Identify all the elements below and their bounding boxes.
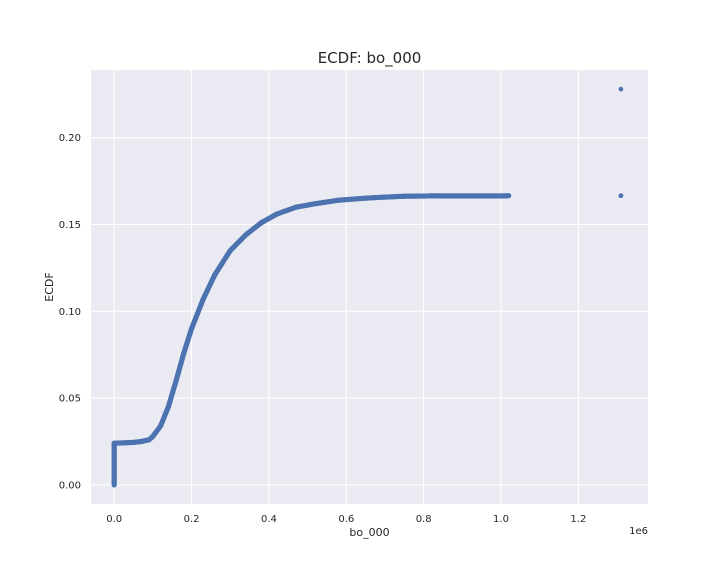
- x-tick-labels: 0.0 0.2 0.4 0.6 0.8 1.0 1.2: [106, 514, 586, 525]
- x-tick-label: 0.4: [261, 514, 277, 525]
- y-tick-label: 0.10: [59, 307, 81, 318]
- data-point: [618, 193, 624, 198]
- x-tick-label: 0.2: [184, 514, 200, 525]
- data-point: [618, 86, 624, 92]
- plot-background: [91, 70, 648, 504]
- x-tick-label: 0.6: [338, 514, 354, 525]
- y-tick-label: 0.05: [59, 394, 81, 405]
- chart-title: ECDF: bo_000: [318, 49, 422, 68]
- x-tick-label: 0.8: [416, 514, 432, 525]
- data-points: [111, 86, 624, 488]
- data-point: [506, 193, 512, 198]
- x-tick-label: 1.2: [570, 514, 586, 525]
- x-tick-label: 1.0: [493, 514, 509, 525]
- y-tick-label: 0.15: [59, 220, 81, 231]
- y-tick-label: 0.00: [59, 480, 81, 491]
- x-tick-label: 0.0: [106, 514, 122, 525]
- y-tick-label: 0.20: [59, 133, 81, 144]
- x-offset-text: 1e6: [629, 526, 648, 537]
- x-axis-label: bo_000: [349, 526, 389, 539]
- y-axis-label: ECDF: [43, 272, 56, 301]
- y-tick-labels: 0.00 0.05 0.10 0.15 0.20: [59, 133, 81, 491]
- grid-lines: [91, 70, 648, 504]
